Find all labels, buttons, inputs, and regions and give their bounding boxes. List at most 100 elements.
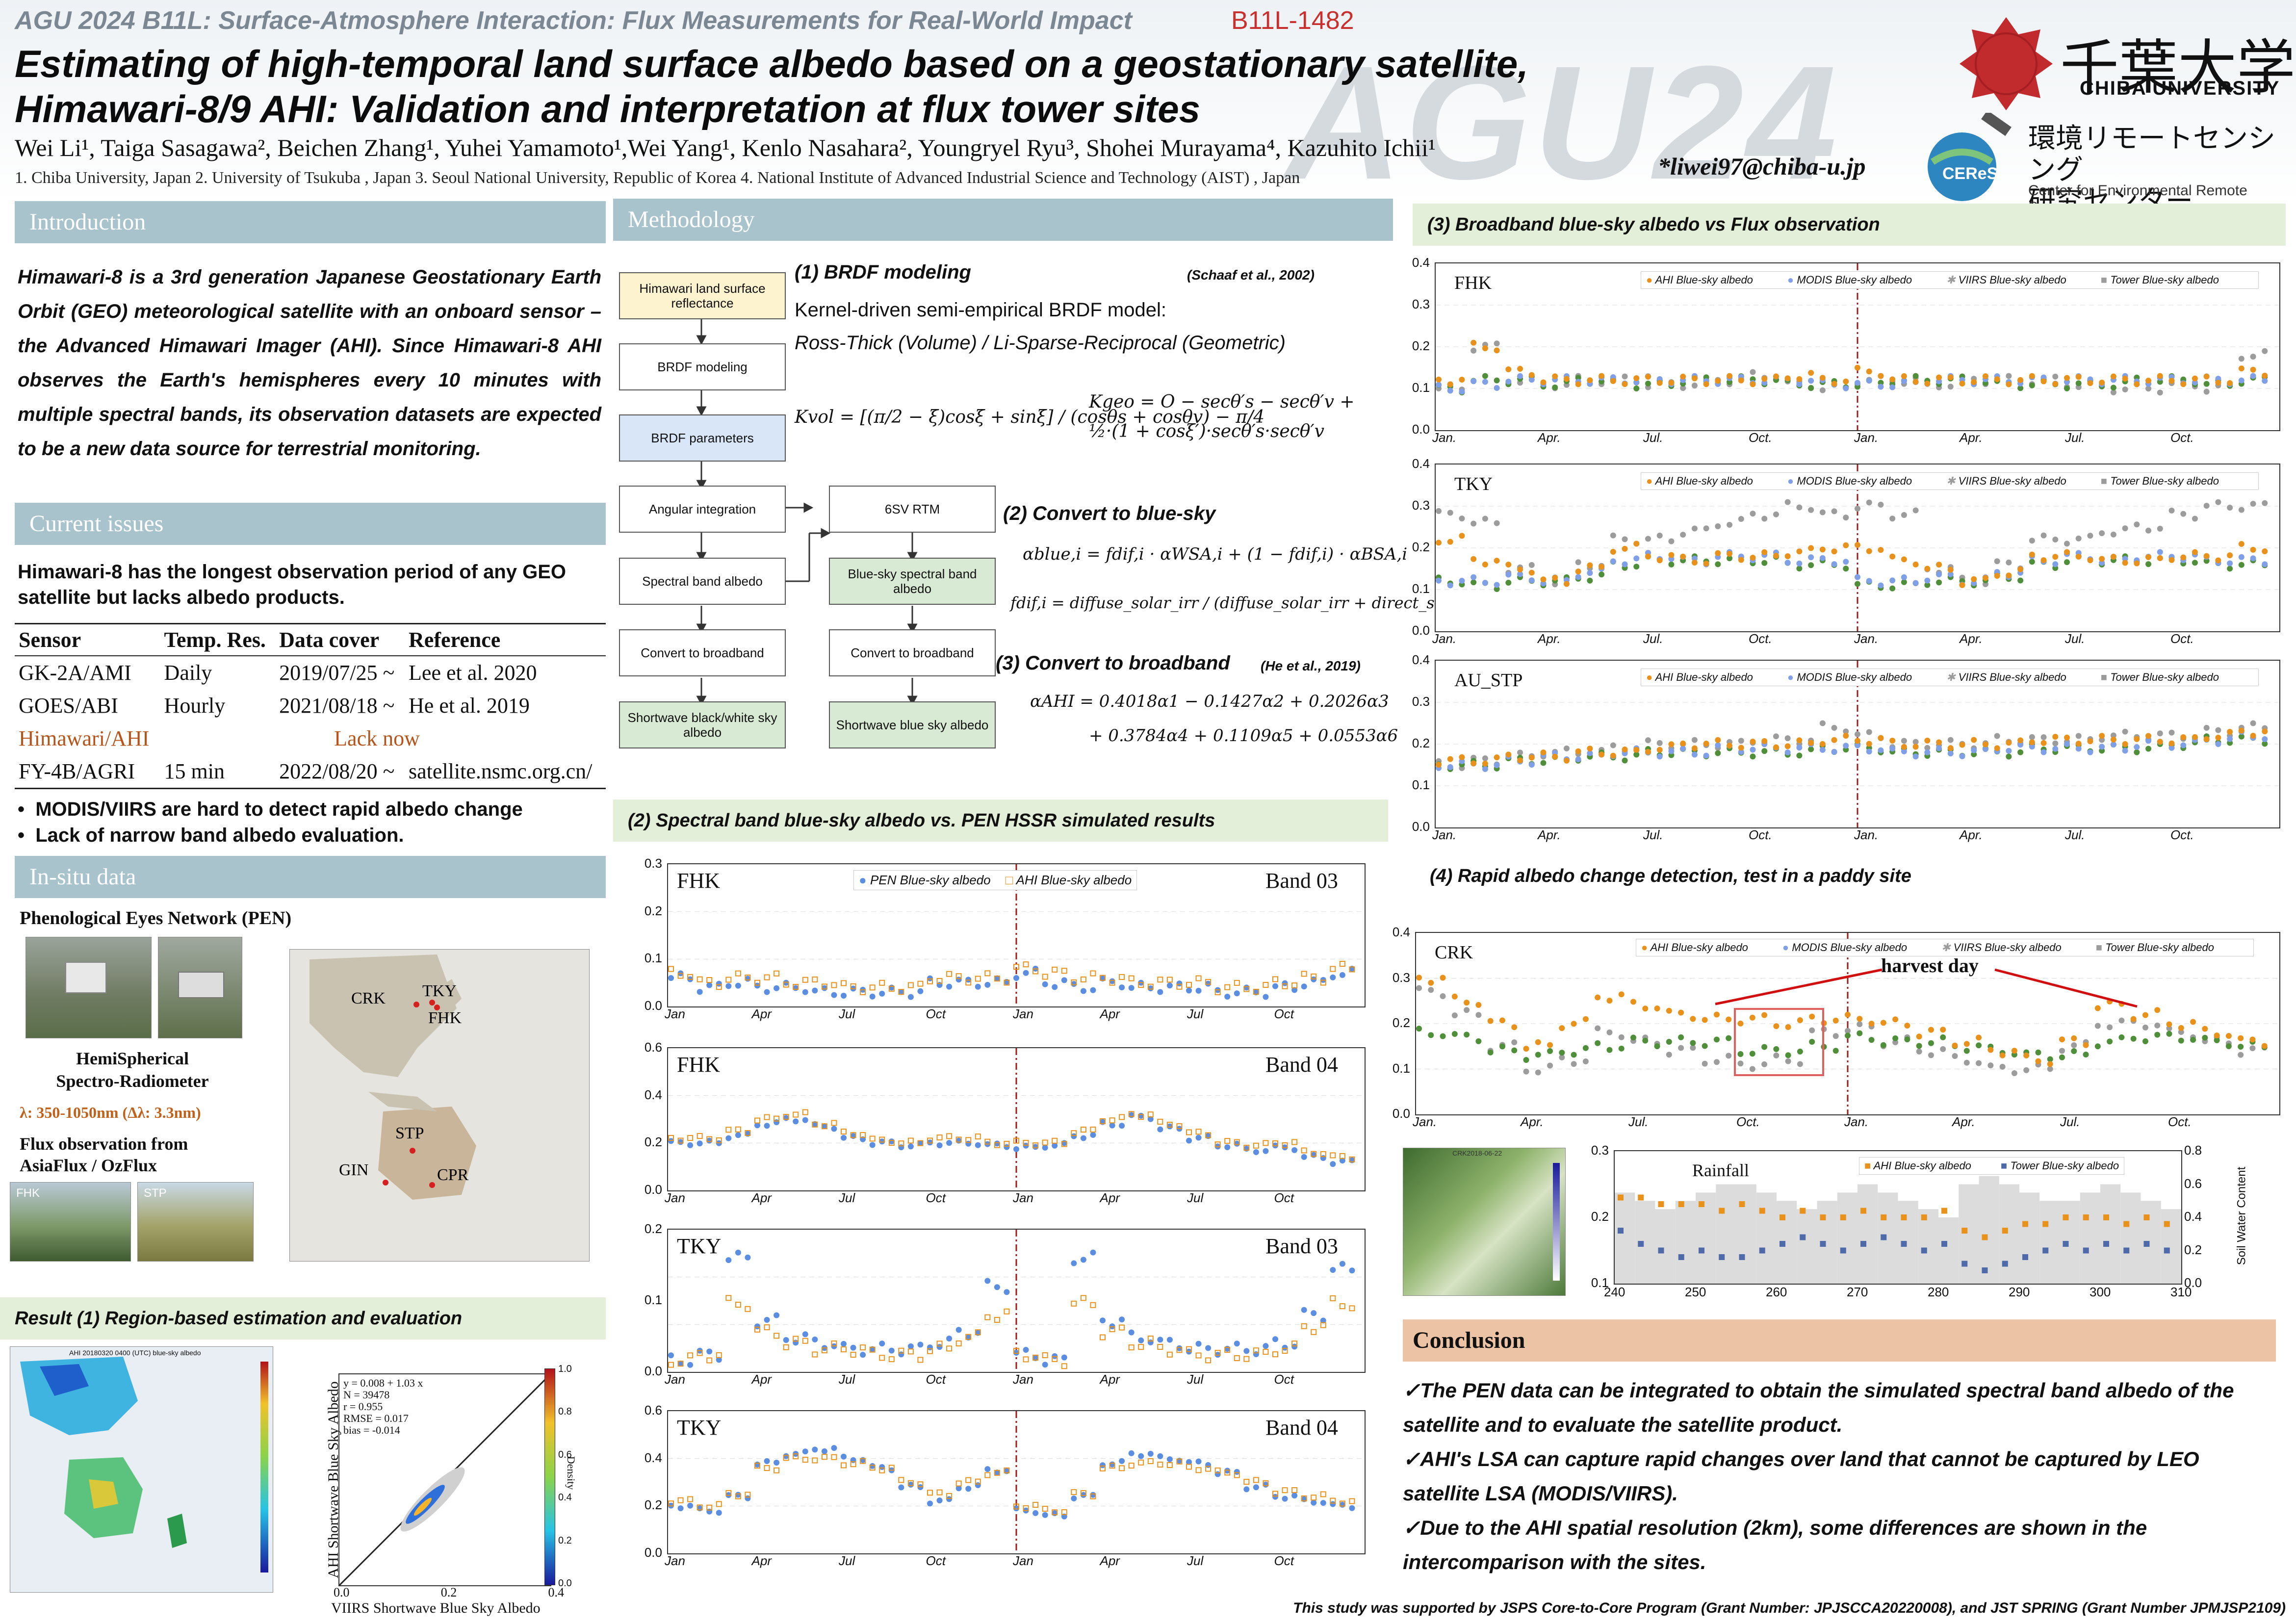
ahi-point <box>917 1140 924 1146</box>
pen-point <box>946 1496 953 1502</box>
title-line-1: Estimating of high-temporal land surface… <box>15 42 1528 85</box>
harvest-label: harvest day <box>1881 954 1979 977</box>
conclusion-item-text: Due to the AHI spatial resolution (2km),… <box>1403 1516 2147 1573</box>
broadband-ref: (He et al., 2019) <box>1261 658 1361 673</box>
ahi-point <box>1224 984 1231 990</box>
tower-point <box>2227 505 2233 511</box>
tower-point <box>1819 720 1826 726</box>
pen-point <box>1186 987 1192 994</box>
modis-point <box>1866 378 1872 384</box>
ahi-point <box>1563 757 1570 764</box>
eq-fdif: fdif,i = diffuse_solar_irr / (diffuse_so… <box>1010 593 1500 612</box>
ahi-point <box>1866 368 1872 375</box>
ahi-point <box>1936 562 1942 568</box>
pen-point <box>888 1138 895 1145</box>
tick-label: Oct. <box>1736 1114 1760 1129</box>
ahi-point <box>687 974 694 980</box>
modis-point <box>1866 748 1872 755</box>
modis-point <box>2227 736 2233 742</box>
modis-point <box>2040 749 2047 755</box>
modis-point <box>1622 561 1628 567</box>
viirs-point <box>2145 561 2152 567</box>
flux-photo-fhk: FHK <box>10 1182 131 1262</box>
tower-point <box>1809 1027 1815 1033</box>
scatter-xlabel: VIIRS Shortwave Blue Sky Albedo <box>331 1600 541 1616</box>
tick-label: 0.0 <box>1412 422 1430 437</box>
chiba-logo-english: CHIBA UNIVERSITY <box>2080 77 2280 99</box>
tick-label: 0.2 <box>1412 540 1430 554</box>
flow-step-bluesky-spectral: Blue-sky spectral band albedo <box>829 558 996 605</box>
bluesky-title: (2) Convert to blue-sky <box>1003 503 1216 524</box>
indonesia-landmass-icon <box>368 1092 437 1111</box>
ahi-point <box>2215 380 2221 386</box>
tower-point <box>1759 1247 1765 1254</box>
ahi-point <box>1224 1347 1231 1353</box>
modis-point <box>2017 742 2024 748</box>
ahi-point <box>1610 378 1616 384</box>
tick-label: 0.4 <box>644 1087 662 1102</box>
ahi-point <box>1138 1344 1144 1350</box>
tower-point <box>1440 993 1446 1000</box>
tower-point <box>1761 516 1768 522</box>
ahi-point <box>936 1340 943 1347</box>
modis-point <box>1575 574 1581 580</box>
tower-point <box>2047 1066 2053 1072</box>
ahi-point <box>1176 1347 1183 1353</box>
tower-point <box>1535 1069 1541 1076</box>
ahi-point <box>1784 743 1791 749</box>
tick-label: 0.1 <box>1412 581 1430 596</box>
ahi-point <box>1940 1027 1946 1033</box>
table-cell: 2019/07/25 ~ <box>279 661 395 685</box>
tower-point <box>2122 728 2128 735</box>
eq-blue: αblue,i = fdif,i · αWSA,i + (1 − fdif,i)… <box>1023 544 1408 564</box>
viirs-point <box>1494 586 1500 592</box>
eq-ahi-1: αAHI = 0.4018α1 − 0.1427α2 + 0.2026α3 <box>1030 692 1389 711</box>
albedo-map-svg <box>20 1357 268 1572</box>
tower-point <box>1940 1046 1946 1052</box>
legend-label: Tower Blue-sky albedo <box>2110 671 2219 683</box>
ahi-point <box>1052 1356 1058 1362</box>
ahi-point <box>754 1463 760 1469</box>
ahi-point <box>1715 737 1721 743</box>
tick-label: Apr. <box>1538 827 1561 842</box>
tick-label: 0.4 <box>1412 652 1430 667</box>
tower-point <box>2238 507 2244 513</box>
tower-point <box>1459 516 1465 522</box>
ahi-point <box>2168 740 2175 747</box>
ahi-point <box>860 989 866 995</box>
ahi-point <box>965 1477 972 1483</box>
modis-point <box>1459 388 1465 395</box>
ahi-point <box>2035 1058 2041 1064</box>
viirs-point <box>2142 1038 2148 1045</box>
ahi-point <box>1263 981 1269 988</box>
viirs-point <box>1808 746 1814 752</box>
ahi-point <box>1889 376 1896 383</box>
tick-label: 0.2 <box>1412 338 1430 353</box>
tick-label: Jan <box>1013 1372 1033 1387</box>
modis-point <box>1796 381 1803 387</box>
hssr-wavelength: λ: 350-1050nm (Δλ: 3.3nm) <box>20 1104 201 1121</box>
pen-point <box>994 1140 1000 1147</box>
pen-point <box>1119 1123 1125 1129</box>
density-colorbar <box>544 1368 555 1585</box>
site-marker-gin <box>383 1180 388 1186</box>
tick-label: Jul <box>1187 1372 1204 1387</box>
pen-point <box>783 1337 789 1343</box>
ahi-point <box>1004 1140 1010 1147</box>
ahi-point <box>1440 975 1446 981</box>
ahi-point <box>2238 1035 2244 1041</box>
tower-point <box>1622 373 1628 380</box>
ahi-point <box>1845 1011 1851 1018</box>
ahi-point <box>1713 1011 1720 1018</box>
tower-point <box>1952 1053 1958 1059</box>
ahi-point <box>821 1347 827 1354</box>
ahi-point <box>2227 552 2233 559</box>
tower-point <box>1737 1060 1744 1067</box>
pen-point <box>1330 1501 1336 1507</box>
contact-email[interactable]: *liwei97@chiba-u.jp <box>1658 153 1866 180</box>
ahi-point <box>2029 551 2035 558</box>
modis-point <box>1470 574 1477 580</box>
pen-point <box>697 989 703 995</box>
ahi-point <box>917 980 924 987</box>
ahi-point <box>2052 381 2059 387</box>
